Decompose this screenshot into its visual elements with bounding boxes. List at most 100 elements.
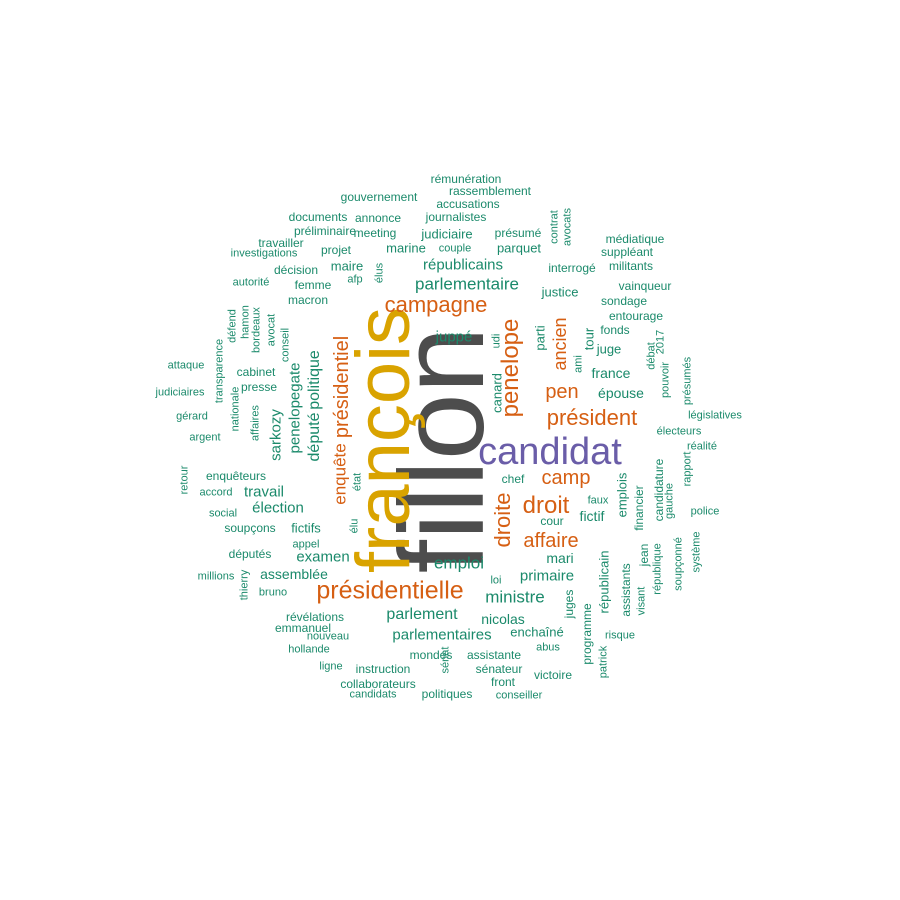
word-penelopegate: penelopegate [286,362,304,454]
word-justice: justice [541,284,579,300]
word-travailler: travailler [258,236,304,250]
word-fonds: fonds [600,323,630,337]
word-pouvoir: pouvoir [659,361,672,399]
word-politiques: politiques [421,687,473,701]
word-senat: sénat [439,646,452,674]
word-marine: marine [386,240,426,256]
word-cour: cour [540,514,564,528]
word-parlementaires: parlementaires [392,626,492,644]
word-nationale: nationale [229,386,242,432]
word-ancien: ancien [550,317,570,371]
word-primaire: primaire [519,567,575,585]
word-projet: projet [320,243,352,257]
word-hollande: hollande [288,643,330,656]
word-presidentielle: présidentielle [316,576,464,605]
word-sondage: sondage [600,294,648,308]
word-mondes: mondes [409,648,453,662]
word-gauche: gauche [663,482,676,520]
word-preliminaire: préliminaire [293,224,357,238]
word-nouveau: nouveau [306,630,350,643]
word-thierry: thierry [238,569,251,601]
word-couple: couple [438,242,472,255]
word-emploi: emploi [433,553,485,573]
word-front: front [490,675,516,689]
word-contrat: contrat [548,210,561,244]
word-investigations: investigations [230,247,298,260]
word-retour: retour [178,465,191,495]
word-tour: tour [581,327,597,351]
word-presse: presse [240,380,278,394]
word-epouse: épouse [598,385,644,401]
word-enchaine: enchaîné [510,624,564,640]
word-conseil: conseil [279,327,292,363]
word-suppleant: suppléant [600,245,654,259]
word-examen: examen [296,548,350,566]
word-emplois: emplois [614,472,630,518]
word-defend: défend [226,309,239,343]
word-juppe: juppé [435,328,473,346]
word-republicain: républicain [596,550,612,614]
word-debat: débat [645,342,658,370]
word-faux: faux [587,494,609,507]
word-macron: macron [287,293,329,307]
word-juges: juges [562,589,576,619]
word-enquete: enquête [330,443,350,505]
word-presidentiel: présidentiel [331,335,353,439]
word-assistants: assistants [619,563,633,617]
word-vainqueur: vainqueur [618,279,672,293]
word-risque: risque [605,629,635,642]
word-pen: pen [545,381,579,403]
word-argent: argent [189,431,221,444]
word-nicolas: nicolas [481,611,525,627]
word-elu: élu [348,518,361,534]
word-interroge: interrogé [548,261,596,275]
word-udi: udi [490,333,503,349]
word-annonce: annonce [354,211,402,225]
word-legislatives: législatives [688,409,742,422]
word-enqueteurs: enquêteurs [205,469,267,483]
word-soupcons: soupçons [224,521,276,535]
word-bordeaux: bordeaux [250,307,263,353]
word-parti: parti [532,325,548,351]
word-assistante: assistante [466,648,522,662]
word-victoire: victoire [533,668,573,682]
word-afp: afp [347,273,363,286]
word-camp: camp [541,467,591,489]
word-politique: politique [306,350,323,410]
word-instruction: instruction [355,662,411,676]
word-droit: droit [522,492,570,519]
word-chef: chef [501,472,525,486]
word-loi: loi [490,574,502,587]
word-accord: accord [199,486,233,499]
word-financier: financier [632,485,646,531]
word-republique: république [651,543,664,595]
word-france: france [591,365,631,381]
word-transparence: transparence [213,338,226,404]
word-fictifs: fictifs [291,520,321,536]
word-canard: canard [489,373,505,413]
word-attaque: attaque [167,359,205,372]
word-campagne: campagne [384,292,488,317]
word-visant: visant [635,586,648,616]
word-senateur: sénateur [475,662,523,676]
word-electeurs: électeurs [656,425,702,438]
word-presume: présumé [494,226,542,240]
word-assemblee: assemblée [260,566,328,582]
word-social: social [208,507,238,520]
word-accusations: accusations [436,197,500,211]
word-appel: appel [292,538,320,551]
word-travail: travail [243,483,285,501]
word-candidats: candidats [349,688,397,701]
word-systeme: système [690,531,703,573]
word-rassemblement: rassemblement [448,184,532,198]
word-police: police [690,505,720,518]
word-sarkozy: sarkozy [267,409,285,461]
word-affaire: affaire [523,530,579,552]
word-journalistes: journalistes [425,210,487,224]
word-candidat: candidat [478,431,622,473]
word-deputes: députés [228,547,272,561]
word-programme: programme [580,603,594,665]
word-documents: documents [288,210,348,224]
word-gerard: gérard [176,410,208,423]
